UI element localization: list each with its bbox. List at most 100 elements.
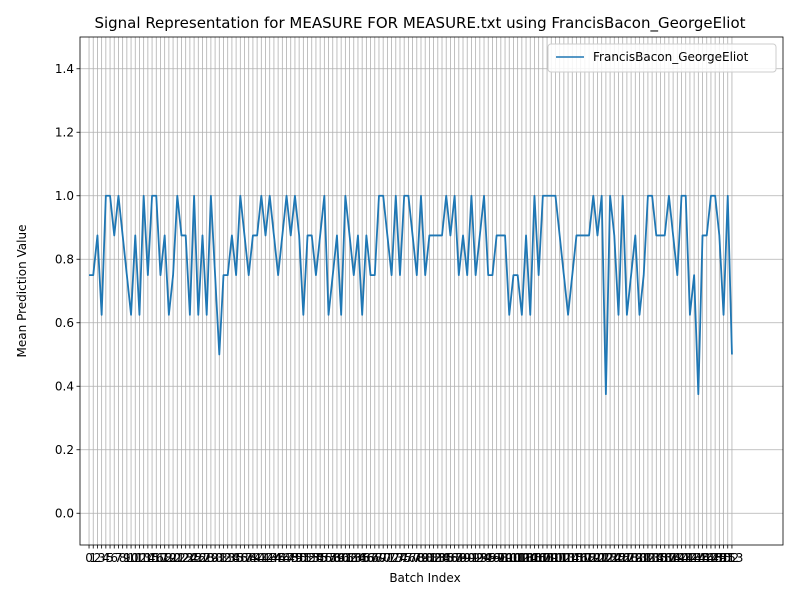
x-tick-label: 22 <box>174 551 189 565</box>
x-axis-ticks: 0123456789101112131415161718192021222324… <box>85 545 743 565</box>
x-tick-label: 46 <box>275 551 290 565</box>
x-tick-label: 124 <box>599 551 622 565</box>
x-tick-label: 126 <box>607 551 630 565</box>
x-tick-label: 88 <box>451 551 466 565</box>
x-tick-label: 150 <box>708 551 731 565</box>
x-tick-label: 41 <box>254 551 269 565</box>
x-tick-label: 17 <box>153 551 168 565</box>
y-axis-ticks: 0.0 0.2 0.4 0.6 0.8 1.0 1.2 1.4 <box>55 62 80 520</box>
x-tick-label: 112 <box>548 551 571 565</box>
x-tick-label: 100 <box>498 551 521 565</box>
x-tick-label: 10 <box>123 551 138 565</box>
x-tick-label: 118 <box>573 551 596 565</box>
x-tick-label: 67 <box>363 551 378 565</box>
x-axis-label: Batch Index <box>389 571 460 585</box>
x-tick-label: 143 <box>678 551 701 565</box>
x-tick-label: 16 <box>149 551 164 565</box>
x-tick-label: 87 <box>447 551 462 565</box>
x-tick-label: 127 <box>611 551 634 565</box>
x-tick-label: 129 <box>620 551 643 565</box>
x-tick-label: 144 <box>683 551 706 565</box>
x-tick-label: 109 <box>536 551 559 565</box>
x-tick-label: 108 <box>531 551 554 565</box>
x-tick-label: 0 <box>85 551 93 565</box>
y-axis-label: Mean Prediction Value <box>15 225 29 358</box>
x-tick-label: 116 <box>565 551 588 565</box>
x-tick-label: 123 <box>594 551 617 565</box>
x-tick-label: 47 <box>279 551 294 565</box>
series-layer <box>89 194 733 396</box>
x-tick-label: 102 <box>506 551 529 565</box>
x-tick-label: 136 <box>649 551 672 565</box>
x-tick-label: 117 <box>569 551 592 565</box>
x-tick-label: 24 <box>182 551 197 565</box>
x-tick-label: 90 <box>460 551 475 565</box>
x-tick-label: 71 <box>380 551 395 565</box>
x-tick-label: 28 <box>199 551 214 565</box>
x-tick-label: 122 <box>590 551 613 565</box>
chart-title: Signal Representation for MEASURE FOR ME… <box>94 14 745 33</box>
x-tick-label: 153 <box>720 551 743 565</box>
x-tick-label: 149 <box>704 551 727 565</box>
x-tick-label: 65 <box>355 551 370 565</box>
x-tick-label: 81 <box>422 551 437 565</box>
x-tick-label: 9 <box>123 551 131 565</box>
x-tick-label: 115 <box>561 551 584 565</box>
x-tick-label: 59 <box>329 551 344 565</box>
x-tick-label: 4 <box>102 551 110 565</box>
x-tick-label: 2 <box>94 551 102 565</box>
plot-frame <box>79 36 784 546</box>
y-tick-label: 1.0 <box>55 189 74 203</box>
x-tick-label: 42 <box>258 551 273 565</box>
x-tick-label: 58 <box>325 551 340 565</box>
x-tick-label: 99 <box>497 551 512 565</box>
x-tick-label: 151 <box>712 551 735 565</box>
x-tick-label: 27 <box>195 551 210 565</box>
x-tick-label: 152 <box>716 551 739 565</box>
x-tick-label: 33 <box>220 551 235 565</box>
x-tick-label: 44 <box>266 551 281 565</box>
x-tick-label: 101 <box>502 551 525 565</box>
x-tick-label: 63 <box>346 551 361 565</box>
x-tick-label: 72 <box>384 551 399 565</box>
series-line <box>89 194 733 396</box>
x-tick-label: 114 <box>557 551 580 565</box>
x-tick-label: 84 <box>434 551 449 565</box>
x-tick-label: 119 <box>578 551 601 565</box>
x-tick-label: 133 <box>636 551 659 565</box>
y-tick-label: 1.4 <box>55 62 74 76</box>
x-tick-label: 68 <box>367 551 382 565</box>
x-tick-label: 7 <box>115 551 123 565</box>
x-tick-label: 110 <box>540 551 563 565</box>
x-tick-label: 14 <box>140 551 155 565</box>
x-tick-label: 15 <box>144 551 159 565</box>
x-tick-label: 93 <box>472 551 487 565</box>
x-tick-label: 120 <box>582 551 605 565</box>
legend-box <box>547 43 777 73</box>
x-tick-label: 60 <box>334 551 349 565</box>
x-tick-label: 45 <box>270 551 285 565</box>
x-tick-label: 51 <box>296 551 311 565</box>
x-tick-label: 94 <box>476 551 491 565</box>
y-tick-label: 0.8 <box>55 252 74 266</box>
x-tick-label: 5 <box>106 551 114 565</box>
x-tick-label: 19 <box>161 551 176 565</box>
x-tick-label: 128 <box>615 551 638 565</box>
x-tick-label: 91 <box>464 551 479 565</box>
x-tick-label: 137 <box>653 551 676 565</box>
x-tick-label: 57 <box>321 551 336 565</box>
x-tick-label: 111 <box>544 551 567 565</box>
x-gridlines <box>88 37 733 545</box>
x-tick-label: 61 <box>338 551 353 565</box>
x-tick-label: 64 <box>350 551 365 565</box>
x-tick-label: 95 <box>481 551 496 565</box>
x-tick-label: 89 <box>455 551 470 565</box>
x-tick-label: 105 <box>519 551 542 565</box>
x-tick-label: 48 <box>283 551 298 565</box>
x-tick-label: 53 <box>304 551 319 565</box>
x-tick-label: 30 <box>207 551 222 565</box>
x-tick-label: 86 <box>443 551 458 565</box>
x-tick-label: 52 <box>300 551 315 565</box>
x-tick-label: 40 <box>249 551 264 565</box>
x-tick-label: 138 <box>657 551 680 565</box>
